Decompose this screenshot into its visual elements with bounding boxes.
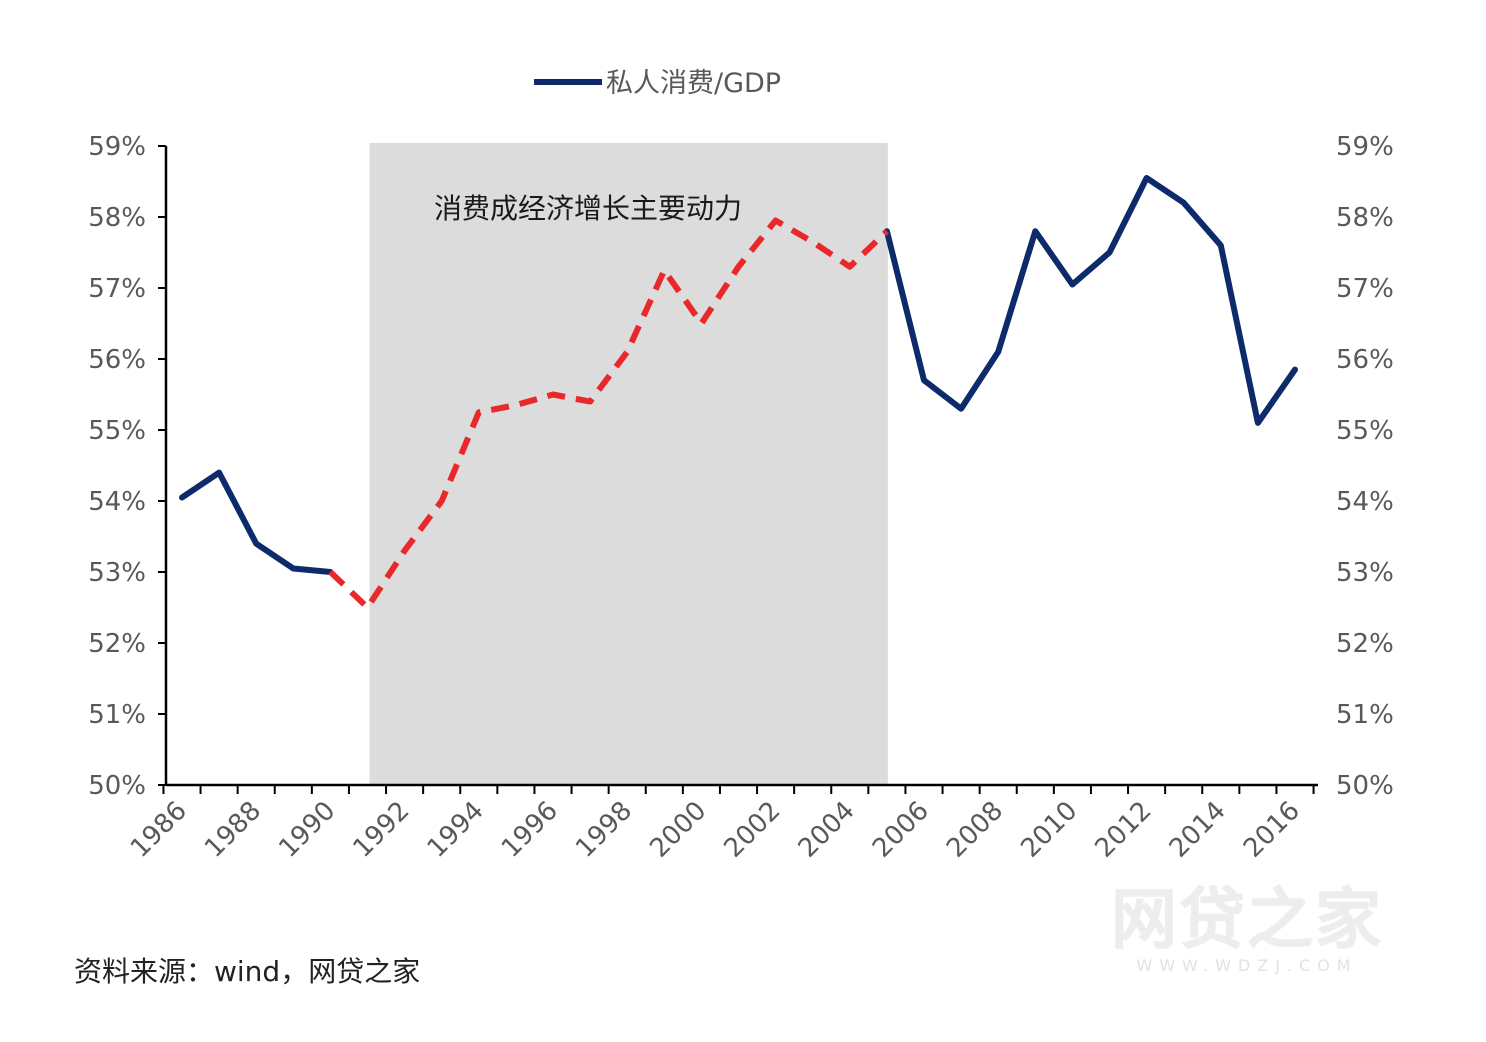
x-tick-label: 1992: [348, 796, 416, 864]
y-tick-label-right: 57%: [1336, 274, 1394, 304]
y-tick-label-right: 51%: [1336, 700, 1394, 730]
y-tick-label-right: 59%: [1336, 132, 1394, 162]
y-tick-label-left: 57%: [88, 274, 146, 304]
y-tick-label-right: 56%: [1336, 345, 1394, 375]
x-tick-label: 2002: [719, 796, 787, 864]
watermark-sub: WWW.WDZJ.COM: [1136, 956, 1358, 975]
y-tick-label-left: 52%: [88, 629, 146, 659]
y-tick-label-right: 52%: [1336, 629, 1394, 659]
y-tick-label-right: 53%: [1336, 558, 1394, 588]
x-tick-label: 2004: [793, 796, 861, 864]
watermark-main: 网贷之家: [1111, 881, 1383, 958]
series-line-early: [179, 469, 334, 575]
highlight-band: [369, 143, 888, 785]
y-tick-label-right: 50%: [1336, 771, 1394, 801]
series-line-late: [883, 175, 1298, 426]
x-tick-label: 1994: [422, 796, 490, 864]
x-tick-label: 2000: [644, 796, 712, 864]
x-tick-label: 1986: [125, 796, 193, 864]
y-tick-label-right: 58%: [1336, 203, 1394, 233]
legend: 私人消费/GDP: [534, 68, 781, 99]
x-tick-label: 2012: [1090, 796, 1158, 864]
y-tick-label-left: 53%: [88, 558, 146, 588]
y-tick-label-left: 55%: [88, 416, 146, 446]
x-tick-label: 2016: [1238, 796, 1306, 864]
y-tick-label-left: 54%: [88, 487, 146, 517]
series-lines: [179, 175, 1298, 611]
y-tick-label-left: 56%: [88, 345, 146, 375]
source-note: 资料来源：wind，网贷之家: [74, 955, 421, 988]
y-tick-label-right: 55%: [1336, 416, 1394, 446]
legend-label: 私人消费/GDP: [606, 68, 781, 99]
series-line-highlight: [328, 217, 889, 611]
x-tick-label: 1990: [273, 796, 341, 864]
x-tick-label: 1996: [496, 796, 564, 864]
x-tick-label: 2010: [1015, 796, 1083, 864]
y-tick-label-left: 59%: [88, 132, 146, 162]
annotation: 消费成经济增长主要动力: [434, 192, 742, 225]
x-tick-label: 1998: [570, 796, 638, 864]
watermark-logo: 网贷之家 WWW.WDZJ.COM: [1092, 880, 1402, 975]
axes: [158, 145, 1318, 794]
y-tick-label-left: 58%: [88, 203, 146, 233]
x-tick-label: 2006: [867, 796, 935, 864]
y-tick-label-right: 54%: [1336, 487, 1394, 517]
y-tick-label-left: 50%: [88, 771, 146, 801]
x-tick-label: 1988: [199, 796, 267, 864]
x-tick-label: 2014: [1164, 796, 1232, 864]
x-tick-label: 2008: [941, 796, 1009, 864]
y-tick-label-left: 51%: [88, 700, 146, 730]
